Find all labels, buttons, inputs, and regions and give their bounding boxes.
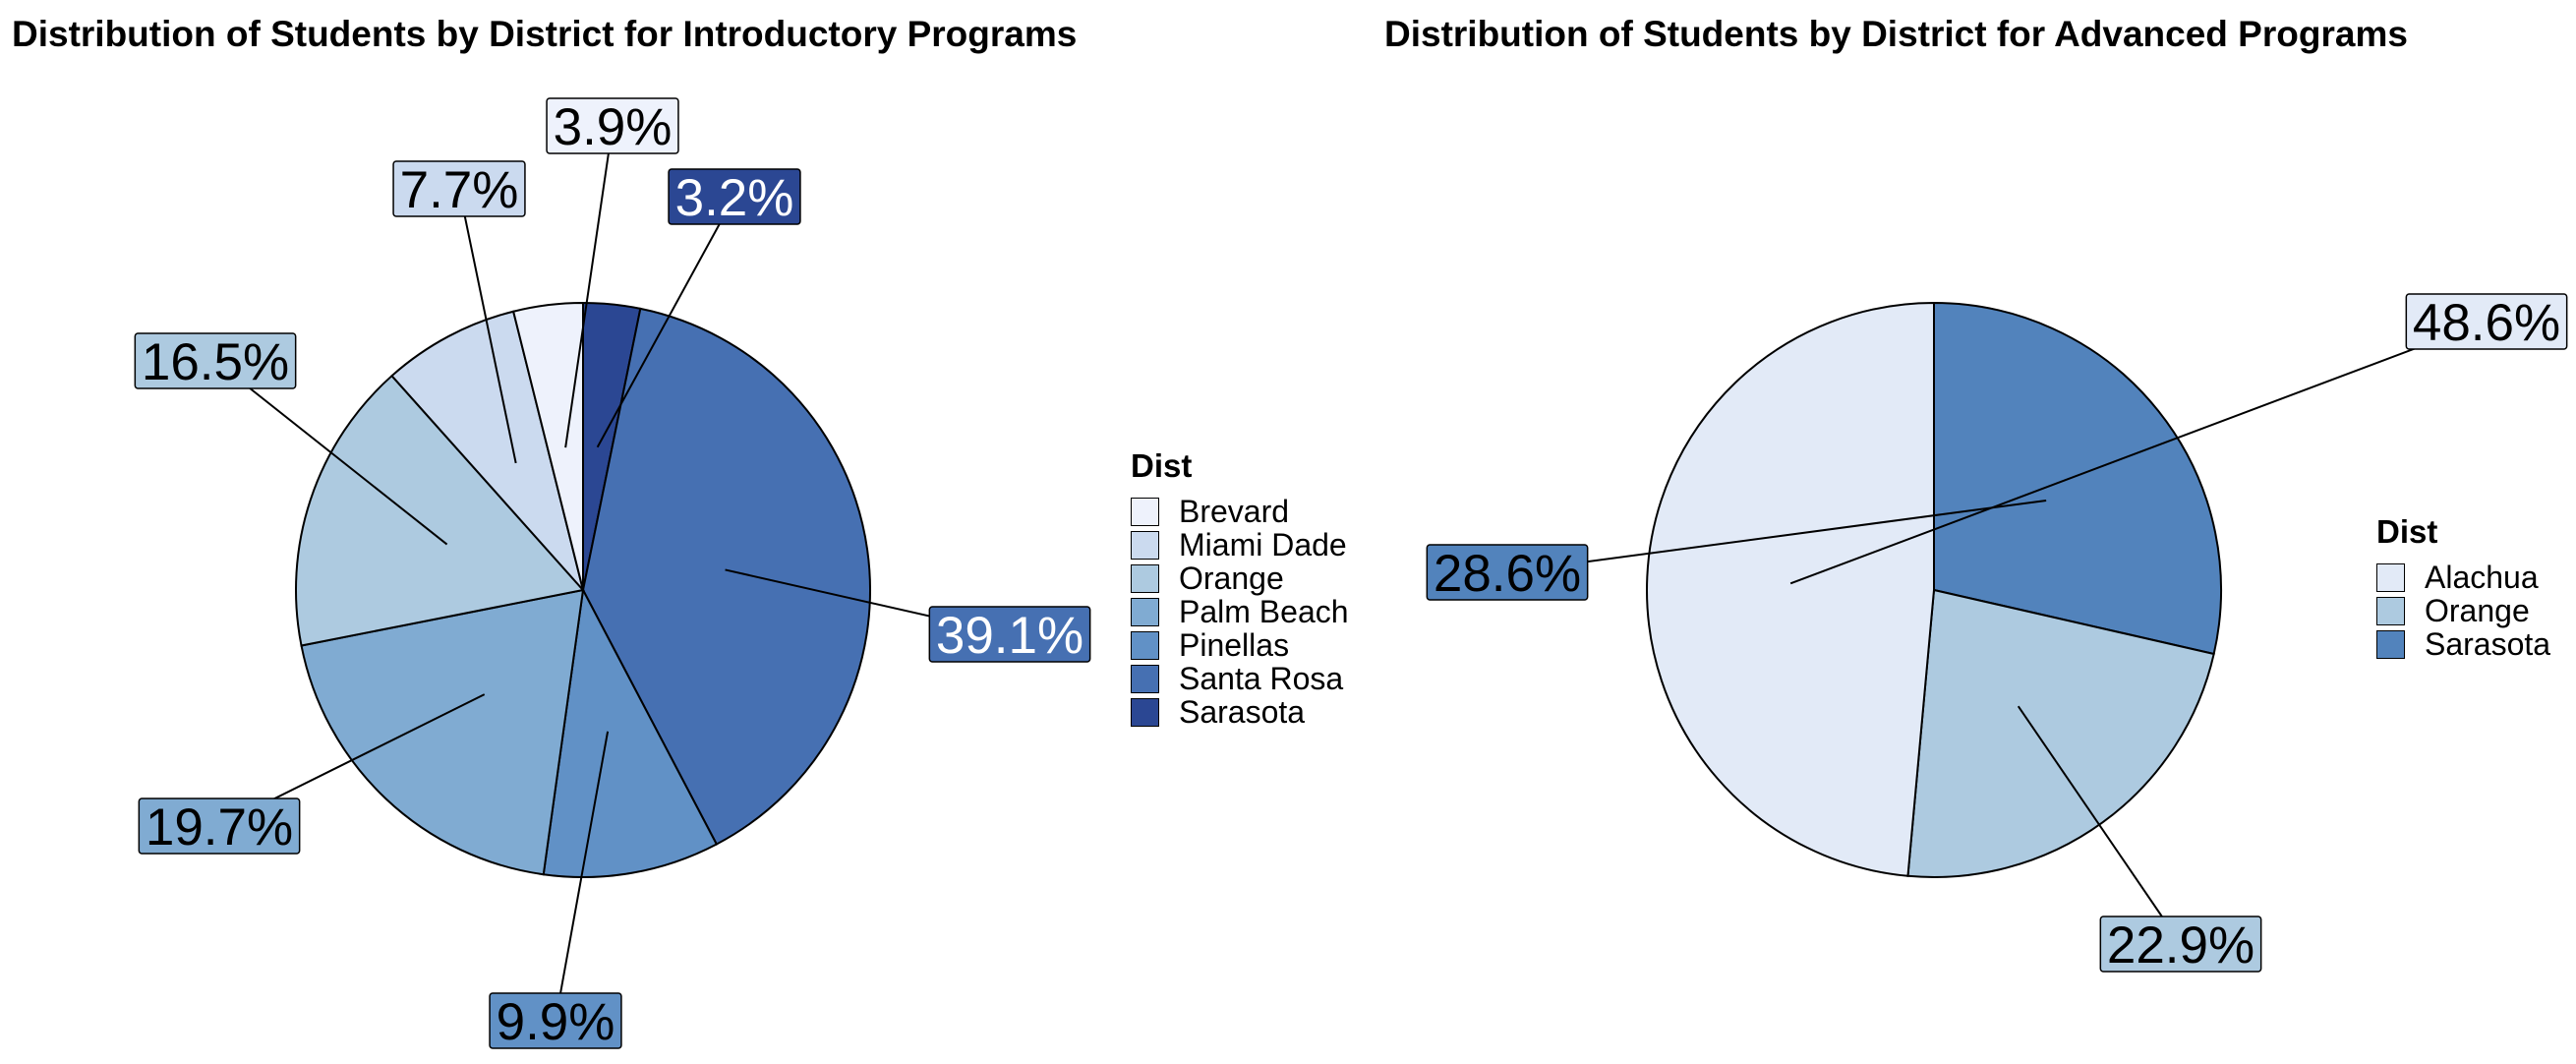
legend-swatch bbox=[1131, 530, 1159, 560]
pie-labels: 48.6% 22.9% 28.6% bbox=[1426, 293, 2568, 975]
pie-chart-advanced: 48.6% 22.9% 28.6% bbox=[1426, 293, 2568, 975]
data-label-box bbox=[138, 798, 301, 855]
data-label-orange: 22.9% bbox=[2107, 916, 2254, 975]
legend-swatch bbox=[1131, 563, 1159, 593]
pie-slice-orange bbox=[295, 374, 585, 647]
data-label-brevard: 3.9% bbox=[554, 98, 673, 156]
legend-label: Brevard bbox=[1179, 493, 1290, 529]
label-leader-line bbox=[564, 125, 614, 448]
legend-swatch bbox=[2376, 596, 2405, 625]
data-label-miami-dade: 7.7% bbox=[400, 161, 519, 219]
pie-slice-palm-beach bbox=[300, 588, 585, 876]
legend-item-alachua: Alachua bbox=[2376, 559, 2550, 595]
data-label-box bbox=[546, 97, 679, 154]
legend-title: Dist bbox=[2376, 513, 2438, 550]
legend-swatch bbox=[2376, 629, 2405, 659]
pie-slice-alachua bbox=[1646, 301, 1935, 877]
chart-title-advanced: Distribution of Students by District for… bbox=[1384, 14, 2408, 54]
legend-swatch bbox=[1131, 497, 1159, 526]
pie-slice-sarasota bbox=[1933, 301, 2222, 656]
data-label-box bbox=[2405, 293, 2568, 350]
legend-label: Sarasota bbox=[1179, 693, 1306, 730]
pie-slice-pinellas bbox=[542, 586, 719, 878]
pie-slice-santa-rosa bbox=[581, 307, 871, 846]
data-label-santa-rosa: 39.1% bbox=[936, 607, 1083, 665]
label-leader-line bbox=[1506, 499, 2047, 573]
data-label-palm-beach: 19.7% bbox=[146, 798, 293, 857]
data-label-sarasota: 3.2% bbox=[675, 169, 794, 227]
legend-label: Palm Beach bbox=[1179, 593, 1349, 629]
label-leader-line bbox=[555, 731, 610, 1022]
legend-label: Orange bbox=[2425, 592, 2530, 628]
data-label-box bbox=[392, 160, 526, 217]
label-leader-line bbox=[596, 196, 735, 448]
legend-item-pinellas: Pinellas bbox=[1131, 626, 1349, 663]
legend-label: Orange bbox=[1179, 560, 1284, 596]
data-label-alachua: 48.6% bbox=[2413, 294, 2560, 352]
data-label-box bbox=[928, 606, 1091, 663]
pie-slice-miami-dade bbox=[390, 310, 584, 591]
pie-slices bbox=[295, 301, 871, 878]
legend-swatch bbox=[1131, 597, 1159, 626]
label-leader-line bbox=[214, 360, 448, 546]
pie-chart-intro: 3.9% 7.7% 16.5% 19.7% 9.9% 39.1% 3.2% bbox=[134, 97, 1091, 1051]
data-label-orange: 16.5% bbox=[142, 333, 289, 391]
data-label-pinellas: 9.9% bbox=[497, 993, 615, 1051]
legend-label: Alachua bbox=[2425, 559, 2539, 595]
legend-title: Dist bbox=[1131, 447, 1193, 484]
legend-label: Santa Rosa bbox=[1179, 660, 1344, 696]
legend-item-miami-dade: Miami Dade bbox=[1131, 526, 1349, 562]
legend-item-orange: Orange bbox=[2376, 592, 2550, 628]
data-label-box bbox=[134, 332, 297, 389]
pie-slices bbox=[1646, 301, 2222, 878]
legend-swatch bbox=[1131, 697, 1159, 727]
label-leader-line bbox=[1789, 321, 2488, 585]
legend-label: Sarasota bbox=[2425, 625, 2551, 662]
legend-item-santa-rosa: Santa Rosa bbox=[1131, 660, 1349, 696]
data-label-box bbox=[2099, 916, 2262, 973]
advanced-chart-panel: Distribution of Students by District for… bbox=[1376, 0, 2576, 1064]
legend-label: Miami Dade bbox=[1179, 526, 1347, 562]
legend-intro: Dist Brevard Miami Dade Orange Palm Beach Pi… bbox=[1131, 447, 1349, 730]
legend-item-orange: Orange bbox=[1131, 560, 1349, 596]
legend-item-brevard: Brevard bbox=[1131, 493, 1349, 529]
legend-swatch bbox=[1131, 630, 1159, 660]
label-leader-line bbox=[2017, 705, 2182, 945]
legend-advanced: Dist Alachua Orange Sarasota bbox=[2376, 513, 2551, 662]
legend-item-sarasota: Sarasota bbox=[2376, 625, 2551, 662]
intro-chart-panel: Distribution of Students by District for… bbox=[12, 14, 1349, 1051]
chart-title-intro: Distribution of Students by District for… bbox=[12, 14, 1078, 54]
legend-swatch bbox=[1131, 664, 1159, 693]
pie-labels: 3.9% 7.7% 16.5% 19.7% 9.9% 39.1% 3.2% bbox=[134, 97, 1091, 1051]
data-label-box bbox=[668, 168, 801, 225]
legend-label: Pinellas bbox=[1179, 626, 1290, 663]
pie-slice-orange bbox=[1906, 588, 2215, 878]
label-leader-line bbox=[458, 188, 517, 464]
pie-slice-brevard bbox=[511, 301, 584, 591]
data-label-box bbox=[1426, 544, 1589, 601]
legend-swatch bbox=[2376, 562, 2405, 592]
legend-item-palm-beach: Palm Beach bbox=[1131, 593, 1349, 629]
legend-item-sarasota: Sarasota bbox=[1131, 693, 1349, 730]
data-label-sarasota: 28.6% bbox=[1434, 545, 1581, 603]
data-label-box bbox=[489, 992, 622, 1049]
